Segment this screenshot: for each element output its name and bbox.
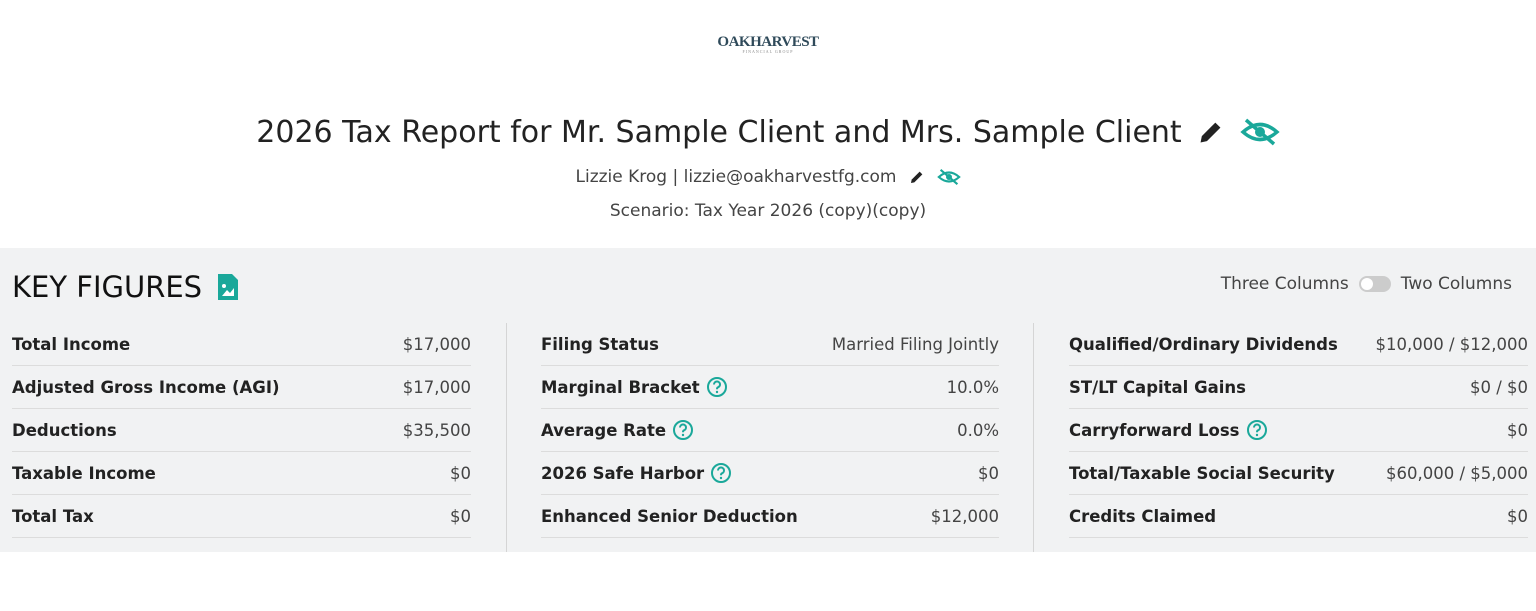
figure-label: Adjusted Gross Income (AGI) [12,377,280,397]
figure-label-wrap: Taxable Income [12,464,156,483]
key-figures-header: KEY FIGURES [12,270,240,304]
figure-value: $0 [1507,506,1528,526]
figure-label: ST/LT Capital Gains [1069,377,1246,397]
figure-row: Marginal Bracket 10.0% [541,366,999,409]
figure-column: Qualified/Ordinary Dividends $10,000 / $1… [1069,323,1528,538]
figure-label: Deductions [12,420,117,440]
figure-label: Qualified/Ordinary Dividends [1069,334,1338,354]
figure-row: Adjusted Gross Income (AGI) $17,000 [12,366,471,409]
edit-icon[interactable] [909,169,925,185]
figure-label-wrap: Total Tax [12,507,94,526]
figure-label: Taxable Income [12,463,156,483]
logo: OakHarvest FINANCIAL GROUP [0,34,1536,54]
figure-value: $0 [978,463,999,483]
figure-label-wrap: Marginal Bracket [541,376,728,398]
figure-value: 0.0% [957,420,999,440]
scenario-row: Scenario: Tax Year 2026 (copy)(copy) [0,199,1536,223]
figure-label: 2026 Safe Harbor [541,463,705,483]
figure-row: Total Tax $0 [12,495,471,538]
figure-value: $0 / $0 [1469,377,1528,397]
figure-row: 2026 Safe Harbor $0 [541,452,999,495]
figure-column: Filing Status Married Filing Jointly Margi… [541,323,999,538]
figure-value: $17,000 [402,334,471,354]
figure-value: $60,000 / $5,000 [1385,463,1528,483]
figure-label-wrap: 2026 Safe Harbor [541,462,732,484]
help-icon[interactable] [706,376,728,398]
logo-tagline: FINANCIAL GROUP [742,49,794,54]
figure-row: Average Rate 0.0% [541,409,999,452]
figure-value: $0 [450,506,471,526]
figure-label-wrap: Deductions [12,421,117,440]
logo-name: OakHarvest [717,34,819,50]
edit-icon[interactable] [1198,119,1224,145]
export-icon[interactable] [216,272,240,302]
hide-icon[interactable] [1240,117,1280,147]
figure-label-wrap: Adjusted Gross Income (AGI) [12,378,280,397]
figure-label-wrap: Average Rate [541,419,694,441]
figure-row: Qualified/Ordinary Dividends $10,000 / $1… [1069,323,1528,366]
column-divider [1033,323,1034,552]
figure-row: Taxable Income $0 [12,452,471,495]
figure-row: Total/Taxable Social Security $60,000 / $… [1069,452,1528,495]
figure-row: Credits Claimed $0 [1069,495,1528,538]
key-figures-panel [0,248,1536,552]
help-icon[interactable] [1246,419,1268,441]
figure-label-wrap: Credits Claimed [1069,507,1216,526]
figure-label-wrap: ST/LT Capital Gains [1069,378,1246,397]
figure-row: Enhanced Senior Deduction $12,000 [541,495,999,538]
figure-label-wrap: Total/Taxable Social Security [1069,464,1335,483]
figure-row: Total Income $17,000 [12,323,471,366]
toggle-label: Two Columns [1400,274,1512,294]
figure-label: Total Tax [12,506,94,526]
figure-value: $17,000 [402,377,471,397]
toggle-label: Three Columns [1220,274,1349,294]
figure-label: Filing Status [541,334,659,354]
figure-column: Total Income $17,000 Adjusted Gross Income… [12,323,471,538]
separator: | [667,167,684,187]
figure-label: Average Rate [541,420,667,440]
help-icon[interactable] [710,462,732,484]
help-icon[interactable] [672,419,694,441]
figure-row: ST/LT Capital Gains $0 / $0 [1069,366,1528,409]
figure-value: 10.0% [946,377,999,397]
figure-row: Carryforward Loss $0 [1069,409,1528,452]
figure-label: Total/Taxable Social Security [1069,463,1335,483]
figure-label: Carryforward Loss [1069,420,1240,440]
figure-label: Credits Claimed [1069,506,1217,526]
figure-label: Enhanced Senior Deduction [541,506,798,526]
figure-label-wrap: Carryforward Loss [1069,419,1268,441]
figure-label-wrap: Filing Status [541,335,659,354]
hide-icon[interactable] [936,168,961,186]
toggle-switch[interactable] [1358,276,1391,292]
figure-label-wrap: Qualified/Ordinary Dividends [1069,335,1338,354]
column-toggle: Three Columns Two Columns [1221,274,1512,294]
figure-label: Marginal Bracket [541,377,700,397]
figure-value: $12,000 [930,506,999,526]
figure-value: $0 [450,463,471,483]
figure-value: $0 [1507,420,1528,440]
scenario: Scenario: Tax Year 2026 (copy)(copy) [609,201,927,221]
advisor-name: Lizzie Krog [575,167,668,187]
figure-value: Married Filing Jointly [831,334,999,354]
figure-row: Filing Status Married Filing Jointly [541,323,999,366]
section-title: KEY FIGURES [12,270,203,304]
report-title: 2026 Tax Report for Mr. Sample Client an… [256,114,1182,150]
figure-label-wrap: Total Income [12,335,130,354]
column-divider [506,323,507,552]
figure-row: Deductions $35,500 [12,409,471,452]
figure-value: $35,500 [402,420,471,440]
figure-label-wrap: Enhanced Senior Deduction [541,507,798,526]
figure-label: Total Income [12,334,131,354]
figure-value: $10,000 / $12,000 [1375,334,1528,354]
advisor-email: lizzie@oakharvestfg.com [683,167,897,187]
title-row: 2026 Tax Report for Mr. Sample Client an… [0,110,1536,154]
advisor-row: Lizzie Krog | lizzie@oakharvestfg.com [0,165,1536,189]
